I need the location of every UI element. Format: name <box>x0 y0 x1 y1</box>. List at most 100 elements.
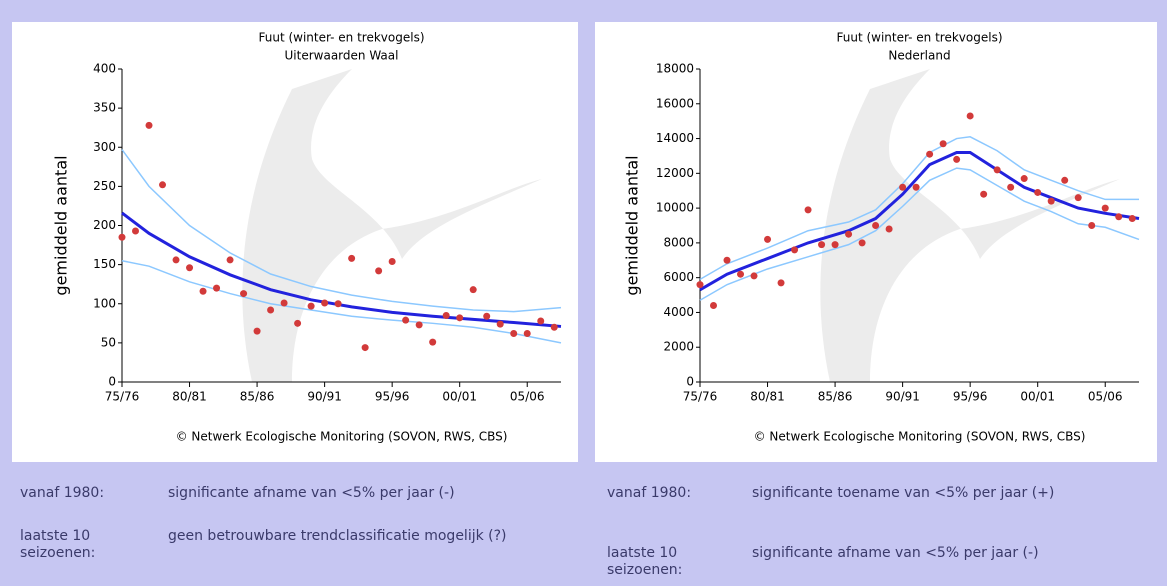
y-tick-label: 0 <box>108 375 116 389</box>
data-point <box>913 184 920 191</box>
data-point <box>483 313 490 320</box>
y-tick-label: 2000 <box>663 340 694 354</box>
data-point <box>510 330 517 337</box>
x-tick-label: 90/91 <box>307 390 342 404</box>
data-point <box>751 272 758 279</box>
y-tick-label: 0 <box>686 375 694 389</box>
data-point <box>132 227 139 234</box>
y-tick-label: 350 <box>93 101 116 115</box>
data-point <box>537 317 544 324</box>
trend-label: laatste 10 seizoenen: <box>607 545 717 579</box>
data-point <box>926 151 933 158</box>
x-tick-label: 00/01 <box>1020 390 1055 404</box>
data-point <box>737 271 744 278</box>
data-point <box>119 234 126 241</box>
data-point <box>375 267 382 274</box>
y-tick-label: 50 <box>101 335 116 349</box>
data-point <box>818 241 825 248</box>
data-point <box>697 281 704 288</box>
data-point <box>429 339 436 346</box>
y-tick-label: 12000 <box>656 166 694 180</box>
y-tick-label: 400 <box>93 62 116 76</box>
trend-label: vanaf 1980: <box>607 485 747 502</box>
data-point <box>551 324 558 331</box>
data-point <box>724 257 731 264</box>
data-point <box>872 222 879 229</box>
data-point <box>1129 215 1136 222</box>
data-point <box>227 256 234 263</box>
chart: Fuut (winter- en trekvogels)Uiterwaarden… <box>12 22 578 462</box>
data-point <box>1048 198 1055 205</box>
data-point <box>281 299 288 306</box>
data-point <box>845 231 852 238</box>
data-point <box>146 122 153 129</box>
data-point <box>524 330 531 337</box>
data-point <box>1115 213 1122 220</box>
data-point <box>173 256 180 263</box>
data-point <box>362 344 369 351</box>
x-tick-label: 00/01 <box>442 390 477 404</box>
chart-panel: Fuut (winter- en trekvogels)Uiterwaarden… <box>12 22 578 462</box>
data-point <box>953 156 960 163</box>
y-tick-label: 18000 <box>656 62 694 76</box>
y-tick-label: 150 <box>93 257 116 271</box>
data-point <box>1021 175 1028 182</box>
data-point <box>967 112 974 119</box>
data-point <box>980 191 987 198</box>
data-point <box>994 166 1001 173</box>
x-tick-label: 05/06 <box>1088 390 1123 404</box>
y-tick-label: 300 <box>93 140 116 154</box>
y-tick-label: 8000 <box>663 235 694 249</box>
data-point <box>1034 189 1041 196</box>
data-point <box>1061 177 1068 184</box>
data-point <box>710 302 717 309</box>
x-tick-label: 90/91 <box>885 390 920 404</box>
background-bird <box>242 69 542 382</box>
chart: Fuut (winter- en trekvogels)Nederlandgem… <box>595 22 1157 462</box>
chart-title: Fuut (winter- en trekvogels) <box>258 31 424 45</box>
y-tick-label: 6000 <box>663 270 694 284</box>
x-tick-label: 80/81 <box>172 390 207 404</box>
data-point <box>348 255 355 262</box>
data-point <box>859 239 866 246</box>
data-point <box>159 181 166 188</box>
data-point <box>470 286 477 293</box>
data-point <box>443 312 450 319</box>
data-point <box>899 184 906 191</box>
data-point <box>778 279 785 286</box>
data-point <box>886 225 893 232</box>
data-point <box>186 264 193 271</box>
data-point <box>416 321 423 328</box>
data-point <box>200 288 207 295</box>
data-point <box>308 303 315 310</box>
y-tick-label: 14000 <box>656 131 694 145</box>
trend-line <box>122 261 561 343</box>
data-point <box>213 285 220 292</box>
x-tick-label: 75/76 <box>683 390 718 404</box>
data-point <box>456 314 463 321</box>
data-point <box>805 206 812 213</box>
x-tick-label: 95/96 <box>953 390 988 404</box>
data-point <box>240 290 247 297</box>
data-point <box>940 140 947 147</box>
data-point <box>497 321 504 328</box>
source-credit: © Netwerk Ecologische Monitoring (SOVON,… <box>176 430 508 444</box>
data-point <box>402 317 409 324</box>
data-point <box>267 307 274 314</box>
trend-text: significante toename van <5% per jaar (+… <box>752 485 1152 502</box>
data-point <box>321 299 328 306</box>
y-tick-label: 16000 <box>656 96 694 110</box>
y-tick-label: 200 <box>93 218 116 232</box>
trend-text: significante afname van <5% per jaar (-) <box>752 545 1152 562</box>
data-point <box>294 320 301 327</box>
chart-title: Fuut (winter- en trekvogels) <box>836 31 1002 45</box>
source-credit: © Netwerk Ecologische Monitoring (SOVON,… <box>754 430 1086 444</box>
data-point <box>791 246 798 253</box>
y-tick-label: 100 <box>93 296 116 310</box>
chart-subtitle: Nederland <box>888 49 950 63</box>
trend-label: vanaf 1980: <box>20 485 160 502</box>
data-point <box>832 241 839 248</box>
trend-text: geen betrouwbare trendclassificatie moge… <box>168 528 548 545</box>
trend-label: laatste 10 seizoenen: <box>20 528 130 562</box>
